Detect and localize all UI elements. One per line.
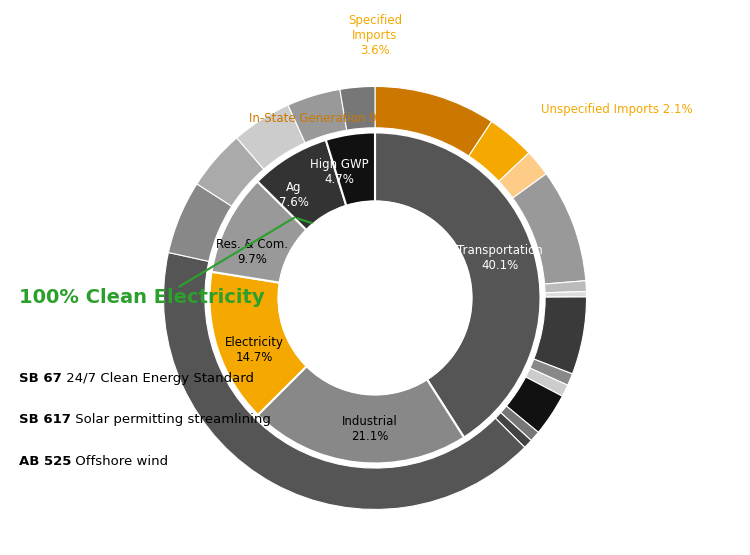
Wedge shape: [530, 359, 572, 385]
Wedge shape: [197, 138, 264, 206]
Wedge shape: [545, 291, 586, 297]
Wedge shape: [513, 174, 586, 284]
Wedge shape: [209, 272, 307, 415]
Wedge shape: [237, 105, 305, 169]
Text: Unspecified Imports 2.1%: Unspecified Imports 2.1%: [541, 103, 692, 116]
Text: SB 617: SB 617: [19, 413, 70, 426]
Circle shape: [278, 201, 472, 395]
Wedge shape: [501, 406, 538, 441]
Wedge shape: [375, 133, 541, 437]
Wedge shape: [499, 153, 546, 198]
Text: SB 67: SB 67: [19, 372, 62, 385]
Wedge shape: [469, 122, 529, 181]
Wedge shape: [326, 133, 375, 206]
Wedge shape: [375, 87, 491, 156]
Wedge shape: [496, 412, 531, 447]
Wedge shape: [169, 184, 232, 261]
Text: In-State Generation 9.1%: In-State Generation 9.1%: [248, 112, 399, 125]
Wedge shape: [164, 253, 525, 509]
Wedge shape: [544, 281, 586, 293]
Text: Solar permitting streamlining: Solar permitting streamlining: [71, 413, 271, 426]
Wedge shape: [534, 297, 586, 374]
Wedge shape: [211, 181, 307, 282]
Text: Ag
7.6%: Ag 7.6%: [279, 181, 309, 209]
Text: Electricity
14.7%: Electricity 14.7%: [225, 336, 284, 364]
Wedge shape: [258, 366, 464, 463]
Text: Transportation
40.1%: Transportation 40.1%: [457, 244, 543, 272]
Text: Offshore wind: Offshore wind: [71, 455, 168, 468]
Text: 100% Clean Electricity: 100% Clean Electricity: [19, 289, 264, 307]
Text: 24/7 Clean Energy Standard: 24/7 Clean Energy Standard: [62, 372, 254, 385]
Wedge shape: [288, 89, 346, 143]
Text: AB 525: AB 525: [19, 455, 71, 468]
Text: Res. & Com.
9.7%: Res. & Com. 9.7%: [217, 238, 289, 266]
Text: Industrial
21.1%: Industrial 21.1%: [342, 415, 398, 443]
Text: Specified
Imports
3.6%: Specified Imports 3.6%: [348, 13, 402, 57]
Wedge shape: [257, 140, 346, 230]
Wedge shape: [526, 368, 568, 396]
Text: High GWP
4.7%: High GWP 4.7%: [310, 158, 368, 186]
Wedge shape: [340, 87, 375, 130]
Wedge shape: [506, 377, 562, 432]
